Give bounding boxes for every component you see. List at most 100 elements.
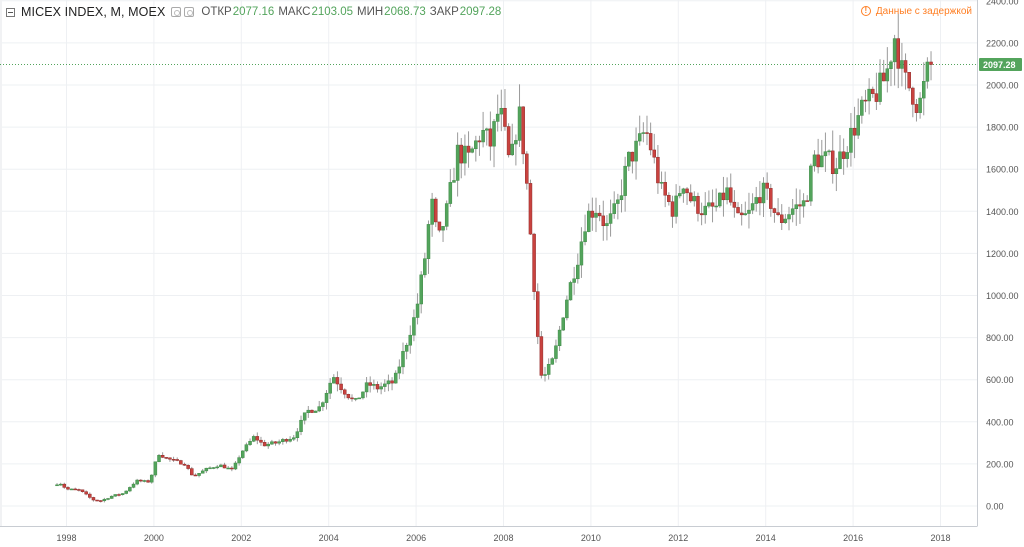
candle-down: [175, 459, 179, 461]
candle-down: [911, 87, 915, 105]
candle-down: [77, 489, 81, 491]
symbol-title[interactable]: MICEX INDEX, M, MOEX: [21, 5, 166, 19]
candle-down: [688, 192, 693, 202]
candle-down: [736, 207, 740, 214]
candle-up: [801, 200, 806, 207]
candle-up: [565, 299, 569, 319]
low-label: МИН: [357, 6, 384, 18]
candle-down: [284, 439, 289, 442]
candle-up: [557, 329, 562, 347]
candle-up: [707, 202, 711, 207]
x-tick-label: 2008: [493, 533, 513, 543]
y-axis-labels: 0.00 200.00 400.00 600.00 800.00 1000.00 1200.…: [986, 0, 1019, 512]
x-tick-label: 2010: [581, 533, 601, 543]
candle-up: [714, 205, 718, 208]
candle-up: [361, 391, 365, 399]
candle-up: [109, 495, 114, 499]
candle-down: [525, 153, 529, 184]
candle-up: [215, 466, 220, 469]
candle-down: [62, 483, 67, 488]
candle-up: [845, 152, 850, 159]
candle-down: [539, 336, 544, 376]
candle-down: [193, 474, 198, 477]
candle-up: [892, 38, 897, 63]
candle-up: [474, 140, 478, 150]
candle-down: [98, 500, 103, 502]
candle-up: [783, 218, 788, 223]
y-tick-label: 800.00: [986, 333, 1014, 343]
y-tick-label: 1200.00: [986, 249, 1019, 259]
candle-up: [499, 107, 504, 115]
candle-up: [131, 483, 136, 488]
candle-up: [678, 193, 682, 197]
candle-up: [423, 258, 427, 276]
candle-up: [291, 437, 296, 440]
candle-down: [273, 441, 278, 444]
candle-up: [321, 402, 325, 407]
candle-down: [776, 212, 780, 216]
candle-down: [339, 383, 343, 391]
candle-up: [568, 282, 573, 301]
candle-up: [302, 412, 307, 421]
candle-up: [492, 121, 496, 147]
candle-up: [270, 441, 274, 445]
candle-up: [452, 180, 456, 183]
candle-down: [117, 494, 121, 496]
collapse-icon[interactable]: [6, 7, 15, 17]
candle-down: [73, 488, 77, 491]
candle-up: [634, 140, 638, 162]
candle-up: [594, 212, 598, 218]
candle-up: [401, 351, 405, 368]
high-label: МАКС: [278, 6, 311, 18]
candle-up: [113, 494, 118, 497]
candle-up: [102, 498, 107, 502]
candle-up: [790, 208, 795, 215]
y-tick-label: 0.00: [986, 502, 1004, 512]
close-label: ЗАКР: [429, 6, 459, 18]
open-value: 2077.16: [232, 6, 275, 18]
candle-up: [332, 377, 336, 384]
candle-up: [58, 483, 63, 486]
candle-down: [721, 192, 726, 201]
candle-up: [470, 148, 474, 153]
y-tick-label: 1800.00: [986, 123, 1019, 133]
candle-down: [528, 183, 533, 235]
data-delay-notice[interactable]: ! Данные с задержкой: [860, 4, 972, 18]
candle-up: [586, 210, 591, 232]
candle-up: [659, 182, 664, 184]
candle-down: [368, 382, 372, 386]
candle-down: [375, 384, 380, 390]
candle-up: [674, 195, 678, 217]
candle-down: [772, 208, 777, 213]
candle-up: [211, 467, 216, 469]
candle-up: [233, 462, 238, 470]
last-price-label: 2097.28: [983, 60, 1016, 70]
candle-down: [259, 439, 263, 443]
candle-up: [244, 444, 249, 452]
candle-down: [685, 188, 689, 194]
visibility-icon[interactable]: [171, 7, 182, 17]
candle-down: [874, 93, 879, 102]
candle-up: [157, 455, 161, 463]
candle-down: [84, 491, 88, 495]
candle-down: [652, 149, 657, 158]
candle-up: [550, 358, 555, 365]
candle-down: [769, 188, 773, 209]
candle-up: [838, 151, 842, 169]
candle-down: [670, 201, 675, 217]
candle-down: [390, 380, 394, 384]
candle-down: [728, 187, 733, 203]
candle-down: [535, 291, 540, 337]
candle-up: [885, 68, 890, 82]
candle-up: [364, 382, 369, 393]
candle-up: [703, 205, 707, 216]
candle-down: [346, 394, 351, 399]
settings-icon[interactable]: [184, 7, 195, 17]
grid-lines: [2, 0, 977, 526]
candle-up: [561, 317, 565, 331]
candle-down: [434, 198, 438, 223]
candle-up: [627, 151, 631, 167]
x-tick-label: 2018: [930, 533, 950, 543]
